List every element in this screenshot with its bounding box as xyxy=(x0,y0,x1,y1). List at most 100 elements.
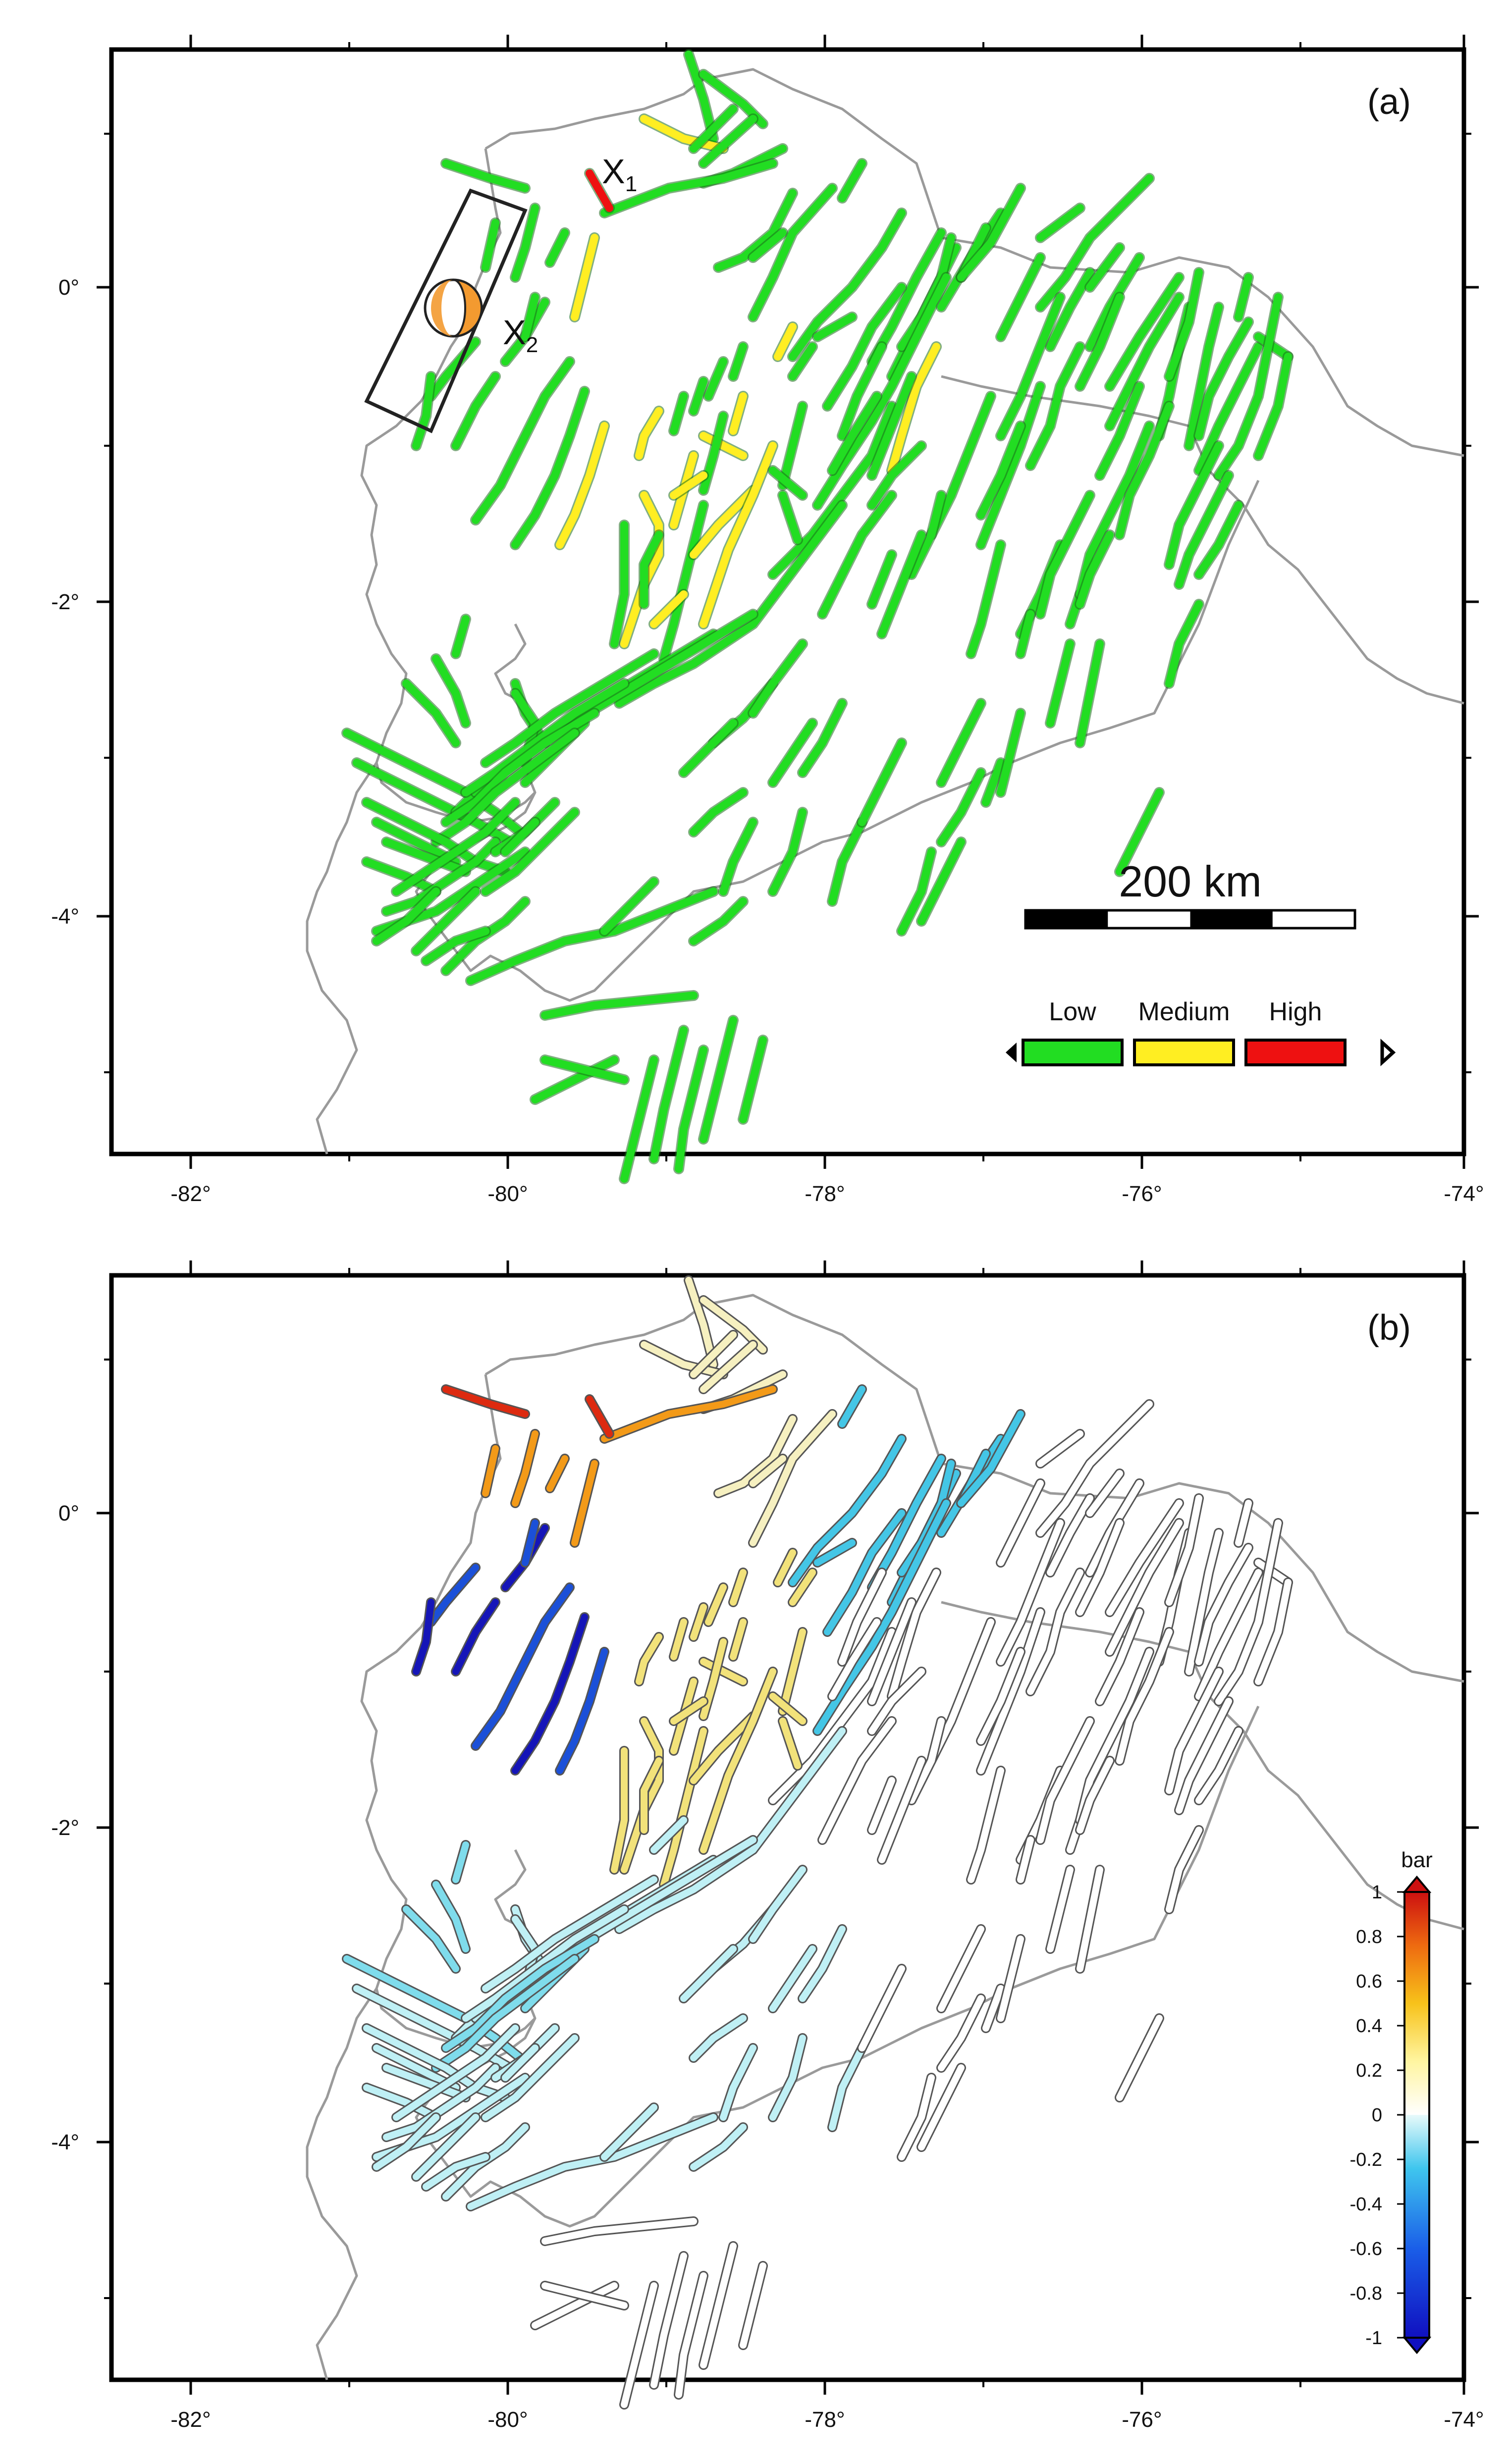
fault-trace-low xyxy=(838,159,866,202)
x-tick-label: -76° xyxy=(1122,2408,1162,2432)
fault-trace-low xyxy=(789,343,816,380)
fault-trace-low xyxy=(1195,318,1252,440)
fault-trace-low xyxy=(704,358,727,400)
fault-trace-low xyxy=(1195,501,1242,578)
fault-trace-low xyxy=(789,209,906,361)
fault-stress-paleyellow xyxy=(690,1331,737,1378)
fault-stress-cyanl xyxy=(383,2064,499,2141)
fault-trace-low xyxy=(382,838,499,915)
colorbar-tick-label: 0.6 xyxy=(1356,1971,1382,1992)
legend-swatch-medium xyxy=(1133,1039,1235,1066)
fault-stress-white xyxy=(541,2282,628,2309)
y-tick-label: 0° xyxy=(58,1501,79,1525)
x-tick-label: -80° xyxy=(487,2408,528,2432)
fault-trace-low xyxy=(977,422,1025,519)
fault-stress-white xyxy=(997,1936,1024,2022)
fault-trace-low xyxy=(501,818,539,856)
fault-trace-low xyxy=(838,343,886,440)
fault-trace-low xyxy=(363,858,440,895)
fault-stress-cyanl xyxy=(383,2064,469,2101)
panel-a-label: (a) xyxy=(1367,82,1411,122)
fault-stress-white xyxy=(650,2253,687,2388)
fault-trace-low xyxy=(1235,273,1252,321)
fault-trace-low xyxy=(878,531,925,638)
fault-trace-low xyxy=(690,897,747,945)
colorbar-tick-label: -1 xyxy=(1365,2328,1382,2349)
fault-stress-white xyxy=(740,2262,766,2349)
fault-trace-medium xyxy=(774,323,797,361)
fault-trace-low xyxy=(511,387,589,549)
stress-colorbar: bar 1 0.8 0.6 0.4 0.2 0 -0.2 -0.4 -0.6 -0.8 -1 xyxy=(1350,1848,1433,2355)
fault-stress-yellow xyxy=(700,1658,747,1685)
fault-trace-low xyxy=(823,283,906,410)
fault-trace-low xyxy=(670,392,688,435)
fault-stress-white xyxy=(918,2064,965,2150)
fault-stress-white xyxy=(1166,1495,1202,1606)
fault-stress-cyanl xyxy=(690,2124,747,2170)
colorbar-unit: bar xyxy=(1401,1848,1433,1872)
fault-stress-cyan xyxy=(432,1955,578,2071)
fault-trace-low xyxy=(749,184,836,321)
x-tick-label: -78° xyxy=(805,1182,845,1206)
fault-trace-low xyxy=(660,501,707,663)
fault-trace-low xyxy=(482,808,579,895)
fault-trace-low xyxy=(1076,422,1153,598)
coast-segment xyxy=(485,1294,1464,1683)
fault-trace-low xyxy=(1086,244,1124,291)
fault-stress-cyanl xyxy=(799,1926,846,2002)
fault-trace-low xyxy=(546,229,569,266)
fault-stress-white xyxy=(1166,1827,1202,1913)
fault-trace-low xyxy=(714,189,797,271)
fault-trace-low xyxy=(615,501,846,707)
colorbar-tick-label: 1 xyxy=(1372,1882,1382,1903)
fault-stress-white xyxy=(1195,1544,1252,1665)
fault-stress-cyan xyxy=(432,1881,469,1952)
fault-stress-yellow xyxy=(636,1633,662,1685)
fault-stress-cyanl xyxy=(720,2045,756,2121)
fault-stress-yellow xyxy=(700,1668,776,1853)
fault-stress-white xyxy=(1235,1500,1252,1546)
fault-trace-low xyxy=(937,699,985,786)
fault-stress-yellow xyxy=(769,1693,806,1725)
fault-stress-white xyxy=(1106,1500,1183,1616)
scale-bar-label: 200 km xyxy=(1119,857,1262,906)
fault-stress-cyanm xyxy=(789,1435,905,1586)
scale-bar-segment xyxy=(1190,910,1273,928)
fault-trace-medium xyxy=(650,590,688,628)
y-tick-label: -2° xyxy=(51,590,79,614)
fault-stress-white xyxy=(700,2243,737,2368)
fault-trace-low xyxy=(675,1046,707,1173)
legend-swatch-high xyxy=(1244,1039,1347,1066)
panel-b-label: (b) xyxy=(1367,1308,1411,1348)
fault-stress-white xyxy=(1215,1520,1282,1705)
fault-trace-low xyxy=(739,1036,767,1123)
fault-stress-cyanl xyxy=(482,1876,657,1992)
fault-trace-low xyxy=(967,541,1005,658)
fault-trace-low xyxy=(1076,640,1104,747)
fault-trace-low xyxy=(1106,293,1183,430)
fault-trace-low xyxy=(868,442,925,509)
colorbar-ramp xyxy=(1403,1891,1430,2339)
fault-trace-low xyxy=(1046,640,1074,727)
fault-stress-cyanl xyxy=(601,2104,657,2160)
fault-stress-dblue xyxy=(452,1599,499,1675)
fault-trace-low xyxy=(1165,600,1203,687)
fault-trace-low xyxy=(982,759,1005,806)
fault-stress-white xyxy=(1106,1520,1183,1655)
fault-trace-low xyxy=(779,491,802,544)
fault-stress-yellow xyxy=(690,1604,707,1640)
fault-trace-low xyxy=(432,655,470,727)
fault-trace-low xyxy=(640,531,663,608)
fault-stress-cyanl xyxy=(690,2015,747,2061)
fault-stress-white xyxy=(1047,1495,1093,1576)
fault-trace-low xyxy=(1036,174,1153,311)
fault-trace-low xyxy=(779,402,807,489)
fault-stress-paleyellow xyxy=(715,1415,796,1497)
fault-trace-low xyxy=(600,159,777,217)
fault-stress-white xyxy=(888,1569,940,1700)
fault-trace-low xyxy=(908,491,945,578)
fault-stress-orange xyxy=(571,1460,598,1546)
fault-stress-white xyxy=(859,1965,905,2051)
panel-b-map: (b) bar 1 0.8 0.6 0.4 0.2 0 -0.2 -0.4 -0.6 -0.8 -1 xyxy=(109,1273,1466,2410)
fault-trace-low xyxy=(482,650,658,767)
